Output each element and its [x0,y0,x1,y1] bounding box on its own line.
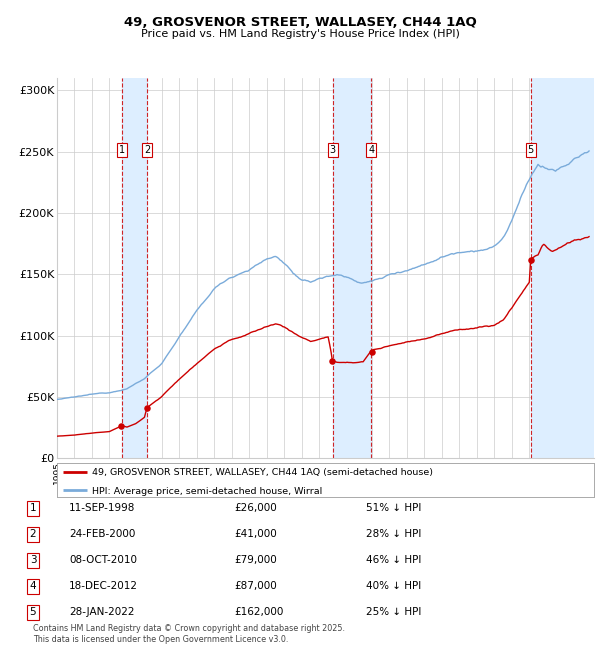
Bar [122,78,147,458]
Point [367,346,377,357]
Bar [333,78,371,458]
Text: £79,000: £79,000 [234,555,277,566]
Text: Contains HM Land Registry data © Crown copyright and database right 2025.
This d: Contains HM Land Registry data © Crown c… [33,624,345,644]
Text: 3: 3 [330,145,336,155]
Text: £41,000: £41,000 [234,529,277,539]
Text: 28-JAN-2022: 28-JAN-2022 [69,607,134,618]
Text: 46% ↓ HPI: 46% ↓ HPI [366,555,421,566]
Point [526,254,536,265]
Point [328,356,337,367]
Text: HPI: Average price, semi-detached house, Wirral: HPI: Average price, semi-detached house,… [92,487,322,496]
Text: 08-OCT-2010: 08-OCT-2010 [69,555,137,566]
Bar [530,78,594,458]
Text: 24-FEB-2000: 24-FEB-2000 [69,529,136,539]
Point [116,421,126,432]
Text: 2: 2 [29,529,37,539]
Text: 4: 4 [29,581,37,592]
Text: 40% ↓ HPI: 40% ↓ HPI [366,581,421,592]
Text: £162,000: £162,000 [234,607,283,618]
Text: 4: 4 [368,145,374,155]
Text: 1: 1 [119,145,125,155]
Text: 25% ↓ HPI: 25% ↓ HPI [366,607,421,618]
Text: 51% ↓ HPI: 51% ↓ HPI [366,503,421,514]
Text: 49, GROSVENOR STREET, WALLASEY, CH44 1AQ: 49, GROSVENOR STREET, WALLASEY, CH44 1AQ [124,16,476,29]
Text: 11-SEP-1998: 11-SEP-1998 [69,503,136,514]
Text: 49, GROSVENOR STREET, WALLASEY, CH44 1AQ (semi-detached house): 49, GROSVENOR STREET, WALLASEY, CH44 1AQ… [92,468,433,477]
Text: £87,000: £87,000 [234,581,277,592]
Text: 1: 1 [29,503,37,514]
Point [143,403,152,413]
Text: £26,000: £26,000 [234,503,277,514]
Text: 5: 5 [29,607,37,618]
Text: 5: 5 [527,145,534,155]
Text: 28% ↓ HPI: 28% ↓ HPI [366,529,421,539]
Text: 3: 3 [29,555,37,566]
Text: 18-DEC-2012: 18-DEC-2012 [69,581,138,592]
Text: Price paid vs. HM Land Registry's House Price Index (HPI): Price paid vs. HM Land Registry's House … [140,29,460,38]
Text: 2: 2 [144,145,150,155]
